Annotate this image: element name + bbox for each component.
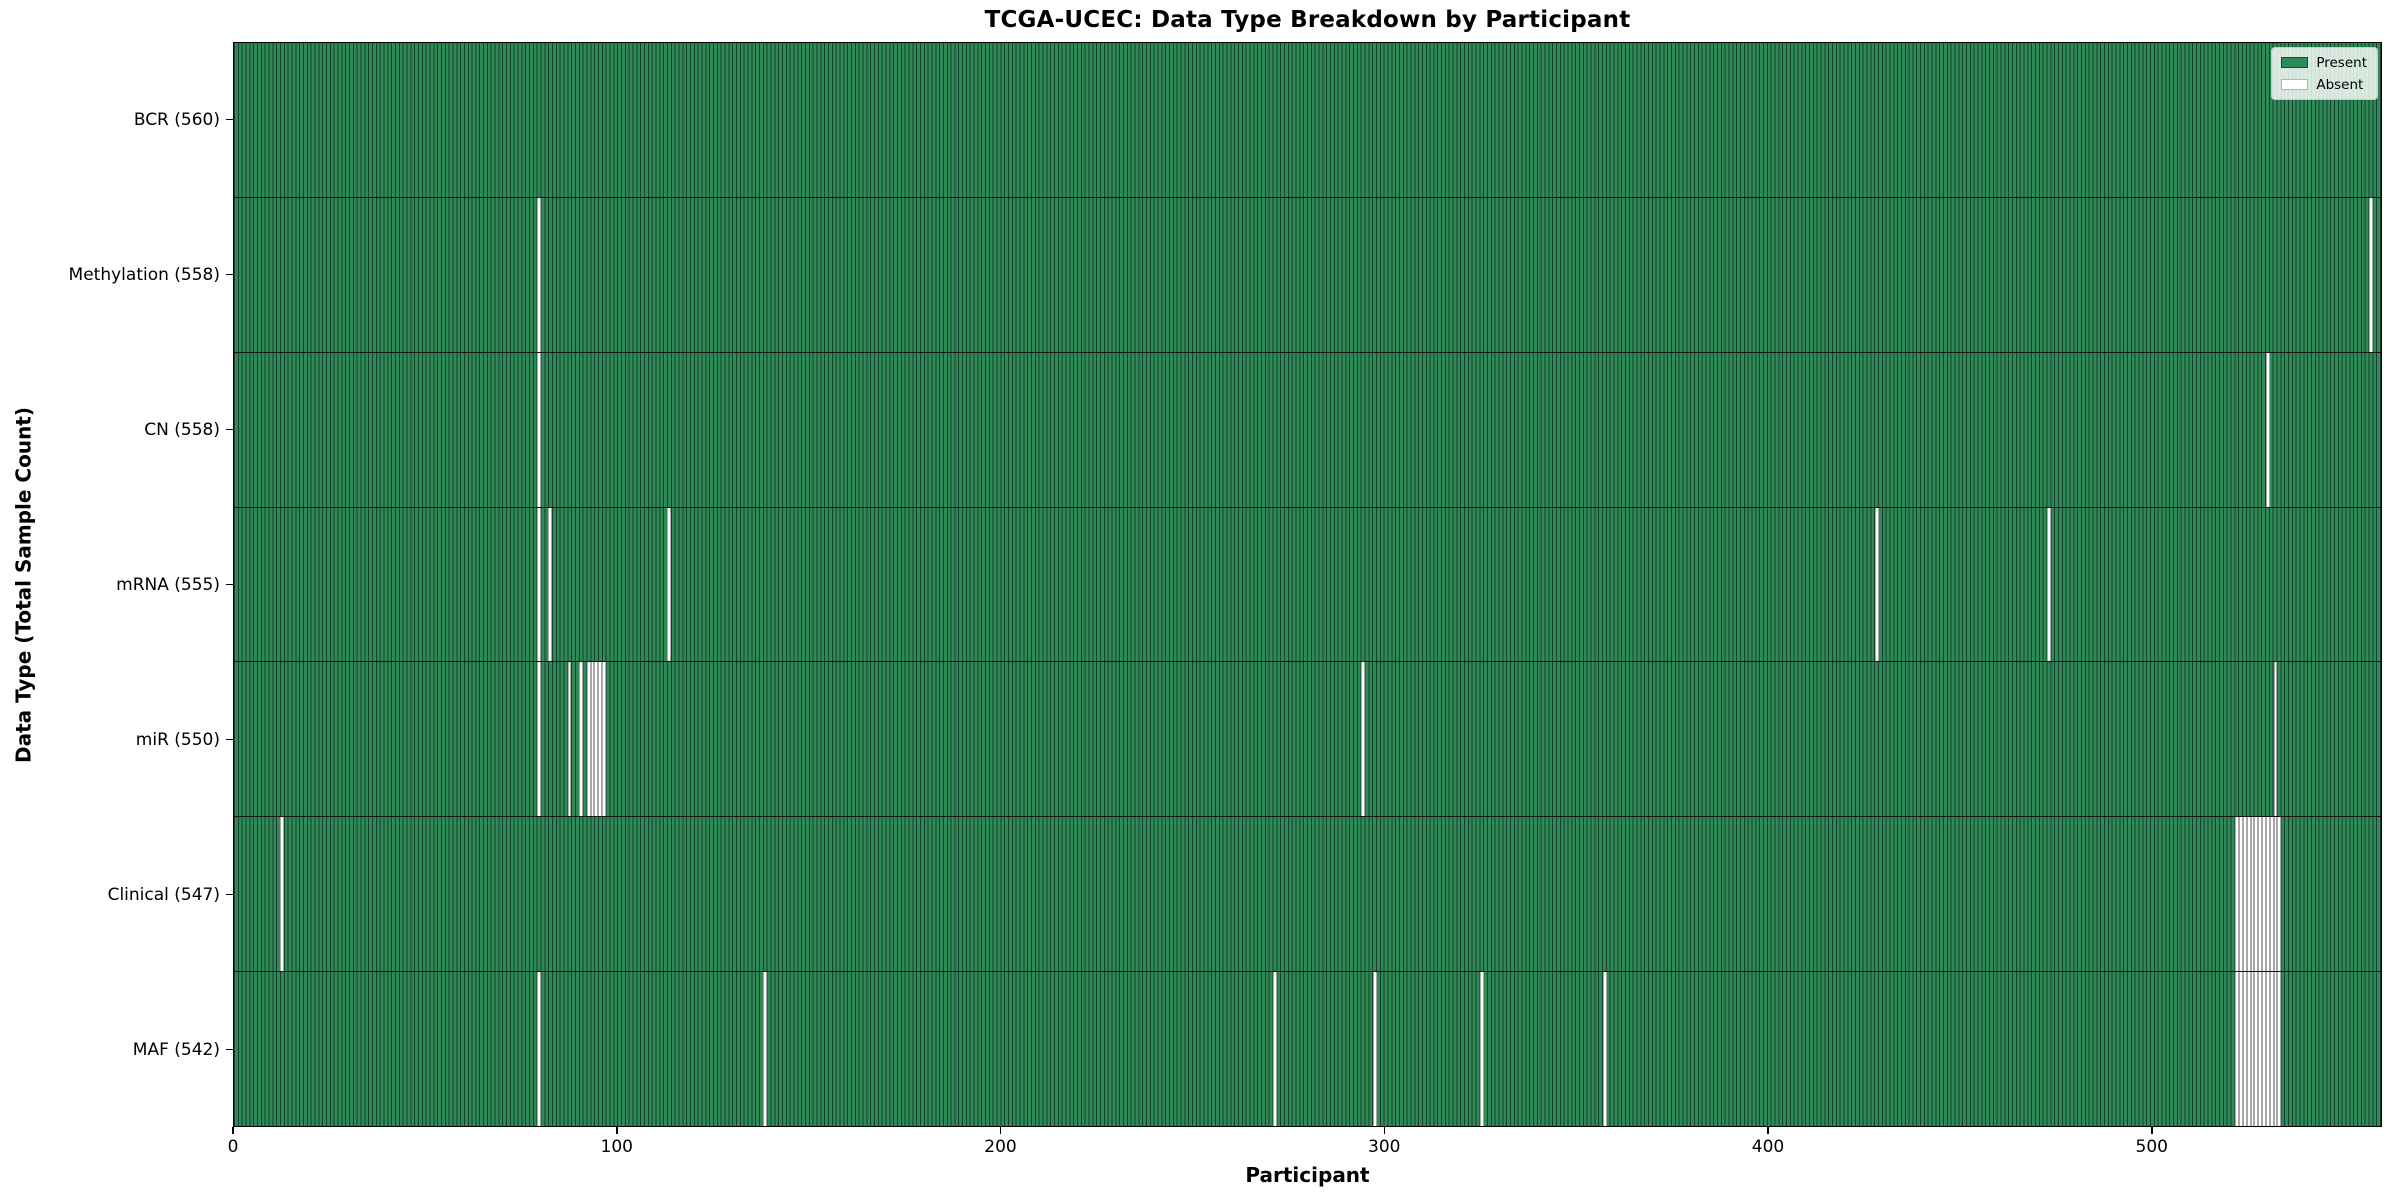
absent-gap (2254, 817, 2259, 972)
absent-gap (1361, 662, 1365, 817)
absent-gap (2269, 817, 2274, 972)
absent-gap (2258, 972, 2263, 1127)
y-tick-mark (226, 893, 233, 896)
absent-gap (2239, 972, 2243, 1127)
x-tick-label: 300 (1368, 1137, 1401, 1157)
x-tick-mark (2151, 1127, 2153, 1134)
absent-gap (2273, 662, 2278, 817)
y-tick-label: Clinical (547) (107, 884, 220, 905)
absent-gap (590, 662, 595, 817)
absent-gap (2047, 507, 2052, 662)
absent-gap (2265, 972, 2270, 1127)
plot-area: Present Absent (233, 42, 2382, 1127)
legend-label-present: Present (2316, 54, 2367, 71)
absent-gap (280, 817, 284, 972)
absent-gap (2239, 817, 2243, 972)
absent-gap (567, 662, 572, 817)
y-tick-mark (226, 428, 233, 431)
legend-label-absent: Absent (2316, 76, 2364, 93)
absent-gap (1372, 972, 1377, 1127)
absent-gap (1874, 507, 1879, 662)
absent-gap (548, 507, 553, 662)
absent-gap (2246, 817, 2251, 972)
y-tick-label: CN (558) (144, 419, 220, 440)
x-tick-mark (232, 1127, 234, 1134)
bar-rows-container (234, 43, 2381, 1127)
absent-gap (2262, 972, 2266, 1127)
absent-gap (2235, 817, 2240, 972)
y-tick-label: BCR (560) (133, 109, 220, 130)
absent-gap (536, 507, 541, 662)
x-axis-label: Participant (1245, 1163, 1370, 1187)
row-methylation (234, 196, 2381, 352)
absent-gap (594, 662, 599, 817)
absent-gap (2235, 972, 2240, 1127)
absent-gap (2258, 817, 2263, 972)
absent-gap (2265, 352, 2270, 507)
absent-gap (1480, 972, 1484, 1127)
absent-gap (536, 352, 541, 507)
y-tick-mark (226, 1048, 233, 1051)
absent-gap (2265, 817, 2270, 972)
absent-swatch-icon (2281, 79, 2309, 90)
y-tick-label: miR (550) (135, 729, 220, 750)
absent-gap (2250, 972, 2255, 1127)
absent-gap (2277, 817, 2282, 972)
y-tick-mark (226, 118, 233, 121)
absent-gap (1272, 972, 1277, 1127)
absent-gap (2369, 197, 2374, 352)
x-tick-label: 400 (1751, 1137, 1785, 1157)
row-mir (234, 661, 2381, 817)
x-tick-mark (616, 1127, 618, 1134)
legend-entry-absent: Absent (2281, 75, 2367, 94)
x-tick-mark (1383, 1127, 1385, 1134)
absent-gap (2250, 817, 2255, 972)
x-tick-label: 100 (600, 1137, 633, 1157)
absent-gap (536, 197, 541, 352)
absent-gap (2273, 817, 2278, 972)
absent-gap (602, 662, 606, 817)
present-swatch-icon (2281, 57, 2309, 68)
row-cn (234, 351, 2381, 507)
absent-gap (2242, 817, 2247, 972)
absent-gap (2273, 972, 2278, 1127)
x-tick-label: 0 (227, 1137, 239, 1157)
y-tick-mark (226, 273, 233, 276)
legend: Present Absent (2271, 47, 2378, 100)
row-maf (234, 971, 2381, 1127)
absent-gap (536, 662, 541, 817)
row-clinical (234, 816, 2381, 972)
absent-gap (586, 662, 591, 817)
x-tick-mark (1767, 1127, 1769, 1134)
x-tick-mark (999, 1127, 1002, 1134)
legend-entry-present: Present (2281, 53, 2367, 72)
row-mrna (234, 506, 2381, 662)
y-tick-label: mRNA (555) (116, 574, 220, 595)
row-bcr (234, 43, 2381, 197)
absent-gap (2277, 972, 2282, 1127)
absent-gap (667, 507, 672, 662)
absent-gap (2242, 972, 2247, 1127)
y-tick-mark (226, 738, 233, 741)
y-tick-mark (226, 583, 233, 586)
absent-gap (2254, 972, 2259, 1127)
y-tick-label: Methylation (558) (68, 264, 220, 285)
absent-gap (763, 972, 767, 1127)
absent-gap (536, 972, 541, 1127)
absent-gap (598, 662, 603, 817)
x-tick-label: 500 (2135, 1137, 2168, 1157)
absent-gap (2262, 817, 2266, 972)
absent-gap (579, 662, 583, 817)
absent-gap (1602, 972, 1607, 1127)
chart-title: TCGA-UCEC: Data Type Breakdown by Partic… (984, 7, 1631, 33)
x-tick-label: 200 (984, 1137, 1017, 1157)
absent-gap (2269, 972, 2274, 1127)
absent-gap (2246, 972, 2251, 1127)
y-tick-label: MAF (542) (132, 1039, 220, 1060)
